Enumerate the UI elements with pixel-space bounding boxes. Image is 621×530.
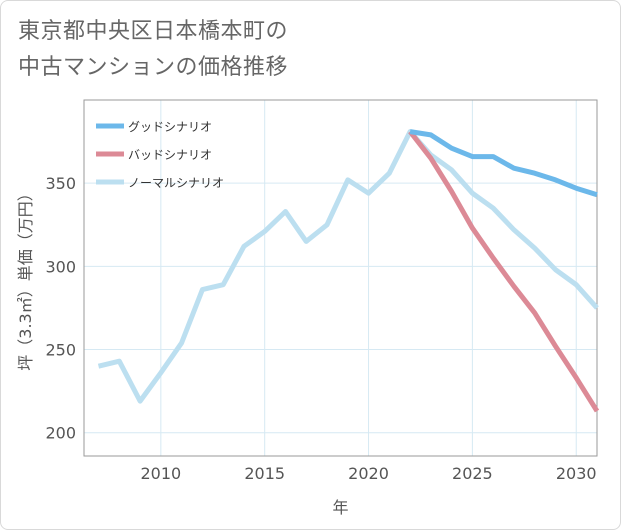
series-line-good <box>409 129 598 198</box>
chart-title: 東京都中央区日本橋本町の 中古マンションの価格推移 <box>18 14 288 86</box>
x-tick-label: 2015 <box>244 464 285 483</box>
y-tick-label: 200 <box>45 424 76 443</box>
legend-item-bad[interactable]: バッドシナリオ <box>96 148 212 162</box>
y-tick-label: 250 <box>45 341 76 360</box>
y-axis-title: 坪（3.3㎡）単価（万円） <box>16 185 35 370</box>
series-layer <box>97 129 600 413</box>
plot-area <box>83 99 598 457</box>
legend-label: グッドシナリオ <box>128 120 212 134</box>
tick-labels: 2010 2015 2020 2025 2030 200 250 300 350 <box>45 174 596 483</box>
grid <box>84 100 597 456</box>
y-tick-label: 300 <box>45 257 76 276</box>
x-axis-title: 年 <box>332 498 348 517</box>
series-line-bad <box>408 130 600 413</box>
legend-label: ノーマルシナリオ <box>128 176 224 190</box>
legend-item-normal[interactable]: ノーマルシナリオ <box>96 176 224 190</box>
y-tick-label: 350 <box>45 174 76 193</box>
x-tick-label: 2030 <box>556 464 597 483</box>
legend-item-good[interactable]: グッドシナリオ <box>96 120 212 134</box>
x-tick-label: 2025 <box>452 464 493 483</box>
chart-title-line1: 東京都中央区日本橋本町の <box>18 19 289 44</box>
series-line-normal <box>97 129 599 404</box>
x-tick-label: 2010 <box>140 464 181 483</box>
chart-title-line2: 中古マンションの価格推移 <box>18 55 289 80</box>
x-tick-label: 2020 <box>348 464 389 483</box>
legend-label: バッドシナリオ <box>128 148 212 162</box>
